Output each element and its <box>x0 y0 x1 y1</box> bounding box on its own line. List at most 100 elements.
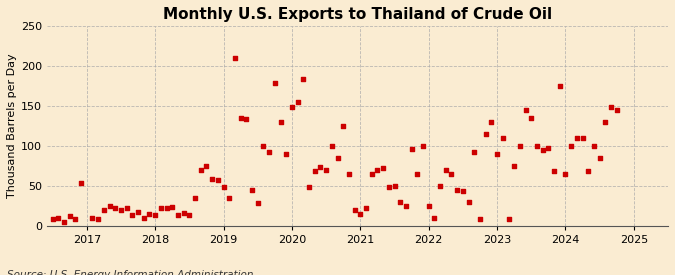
Point <box>389 183 400 188</box>
Point <box>526 116 537 120</box>
Point <box>213 178 223 182</box>
Point <box>509 163 520 168</box>
Point <box>332 155 343 160</box>
Point <box>252 201 263 205</box>
Point <box>355 211 366 216</box>
Point <box>133 210 144 214</box>
Point <box>514 144 525 148</box>
Title: Monthly U.S. Exports to Thailand of Crude Oil: Monthly U.S. Exports to Thailand of Crud… <box>163 7 552 22</box>
Point <box>400 203 411 208</box>
Point <box>155 206 166 210</box>
Point <box>99 207 109 212</box>
Point <box>104 203 115 208</box>
Point <box>53 215 63 220</box>
Text: Source: U.S. Energy Information Administration: Source: U.S. Energy Information Administ… <box>7 271 253 275</box>
Point <box>452 187 462 192</box>
Point <box>292 100 303 104</box>
Point <box>173 213 184 217</box>
Point <box>59 219 70 224</box>
Point <box>201 163 212 168</box>
Point <box>583 169 593 174</box>
Point <box>315 165 326 169</box>
Point <box>246 188 257 192</box>
Point <box>286 105 297 109</box>
Point <box>503 217 514 221</box>
Point <box>138 215 149 220</box>
Point <box>435 183 446 188</box>
Point <box>161 206 172 210</box>
Point <box>566 144 576 148</box>
Point <box>520 108 531 112</box>
Point <box>395 199 406 204</box>
Point <box>605 105 616 109</box>
Point <box>412 171 423 176</box>
Point <box>594 155 605 160</box>
Y-axis label: Thousand Barrels per Day: Thousand Barrels per Day <box>7 53 17 198</box>
Point <box>475 217 485 221</box>
Point <box>218 185 229 189</box>
Point <box>150 213 161 217</box>
Point <box>440 167 451 172</box>
Point <box>554 84 565 88</box>
Point <box>612 108 622 112</box>
Point <box>224 195 235 200</box>
Point <box>543 146 554 150</box>
Point <box>560 171 571 176</box>
Point <box>418 144 429 148</box>
Point <box>577 136 588 140</box>
Point <box>446 171 457 176</box>
Point <box>92 217 103 221</box>
Point <box>589 144 599 148</box>
Point <box>458 189 468 193</box>
Point <box>298 77 308 82</box>
Point <box>497 136 508 140</box>
Point <box>76 181 86 185</box>
Point <box>269 81 280 86</box>
Point <box>423 203 434 208</box>
Point <box>167 205 178 209</box>
Point <box>110 206 121 210</box>
Point <box>122 206 132 210</box>
Point <box>367 171 377 176</box>
Point <box>47 217 58 221</box>
Point <box>572 136 583 140</box>
Point <box>87 215 98 220</box>
Point <box>600 120 611 124</box>
Point <box>469 150 480 154</box>
Point <box>235 116 246 120</box>
Point <box>360 206 371 210</box>
Point <box>64 214 75 218</box>
Point <box>321 167 331 172</box>
Point <box>383 185 394 189</box>
Point <box>281 152 292 156</box>
Point <box>349 207 360 212</box>
Point <box>258 144 269 148</box>
Point <box>230 56 240 60</box>
Point <box>115 207 126 212</box>
Point <box>184 213 195 217</box>
Point <box>429 215 440 220</box>
Point <box>338 123 348 128</box>
Point <box>304 185 315 189</box>
Point <box>344 171 354 176</box>
Point <box>531 144 542 148</box>
Point <box>549 169 560 174</box>
Point <box>406 147 417 151</box>
Point <box>178 211 189 215</box>
Point <box>207 177 217 182</box>
Point <box>127 213 138 217</box>
Point <box>463 199 474 204</box>
Point <box>70 217 81 221</box>
Point <box>144 211 155 216</box>
Point <box>264 150 275 154</box>
Point <box>241 117 252 122</box>
Point <box>327 144 338 148</box>
Point <box>190 195 200 200</box>
Point <box>275 120 286 124</box>
Point <box>486 120 497 124</box>
Point <box>309 169 320 174</box>
Point <box>481 131 491 136</box>
Point <box>537 147 548 152</box>
Point <box>378 166 389 170</box>
Point <box>372 167 383 172</box>
